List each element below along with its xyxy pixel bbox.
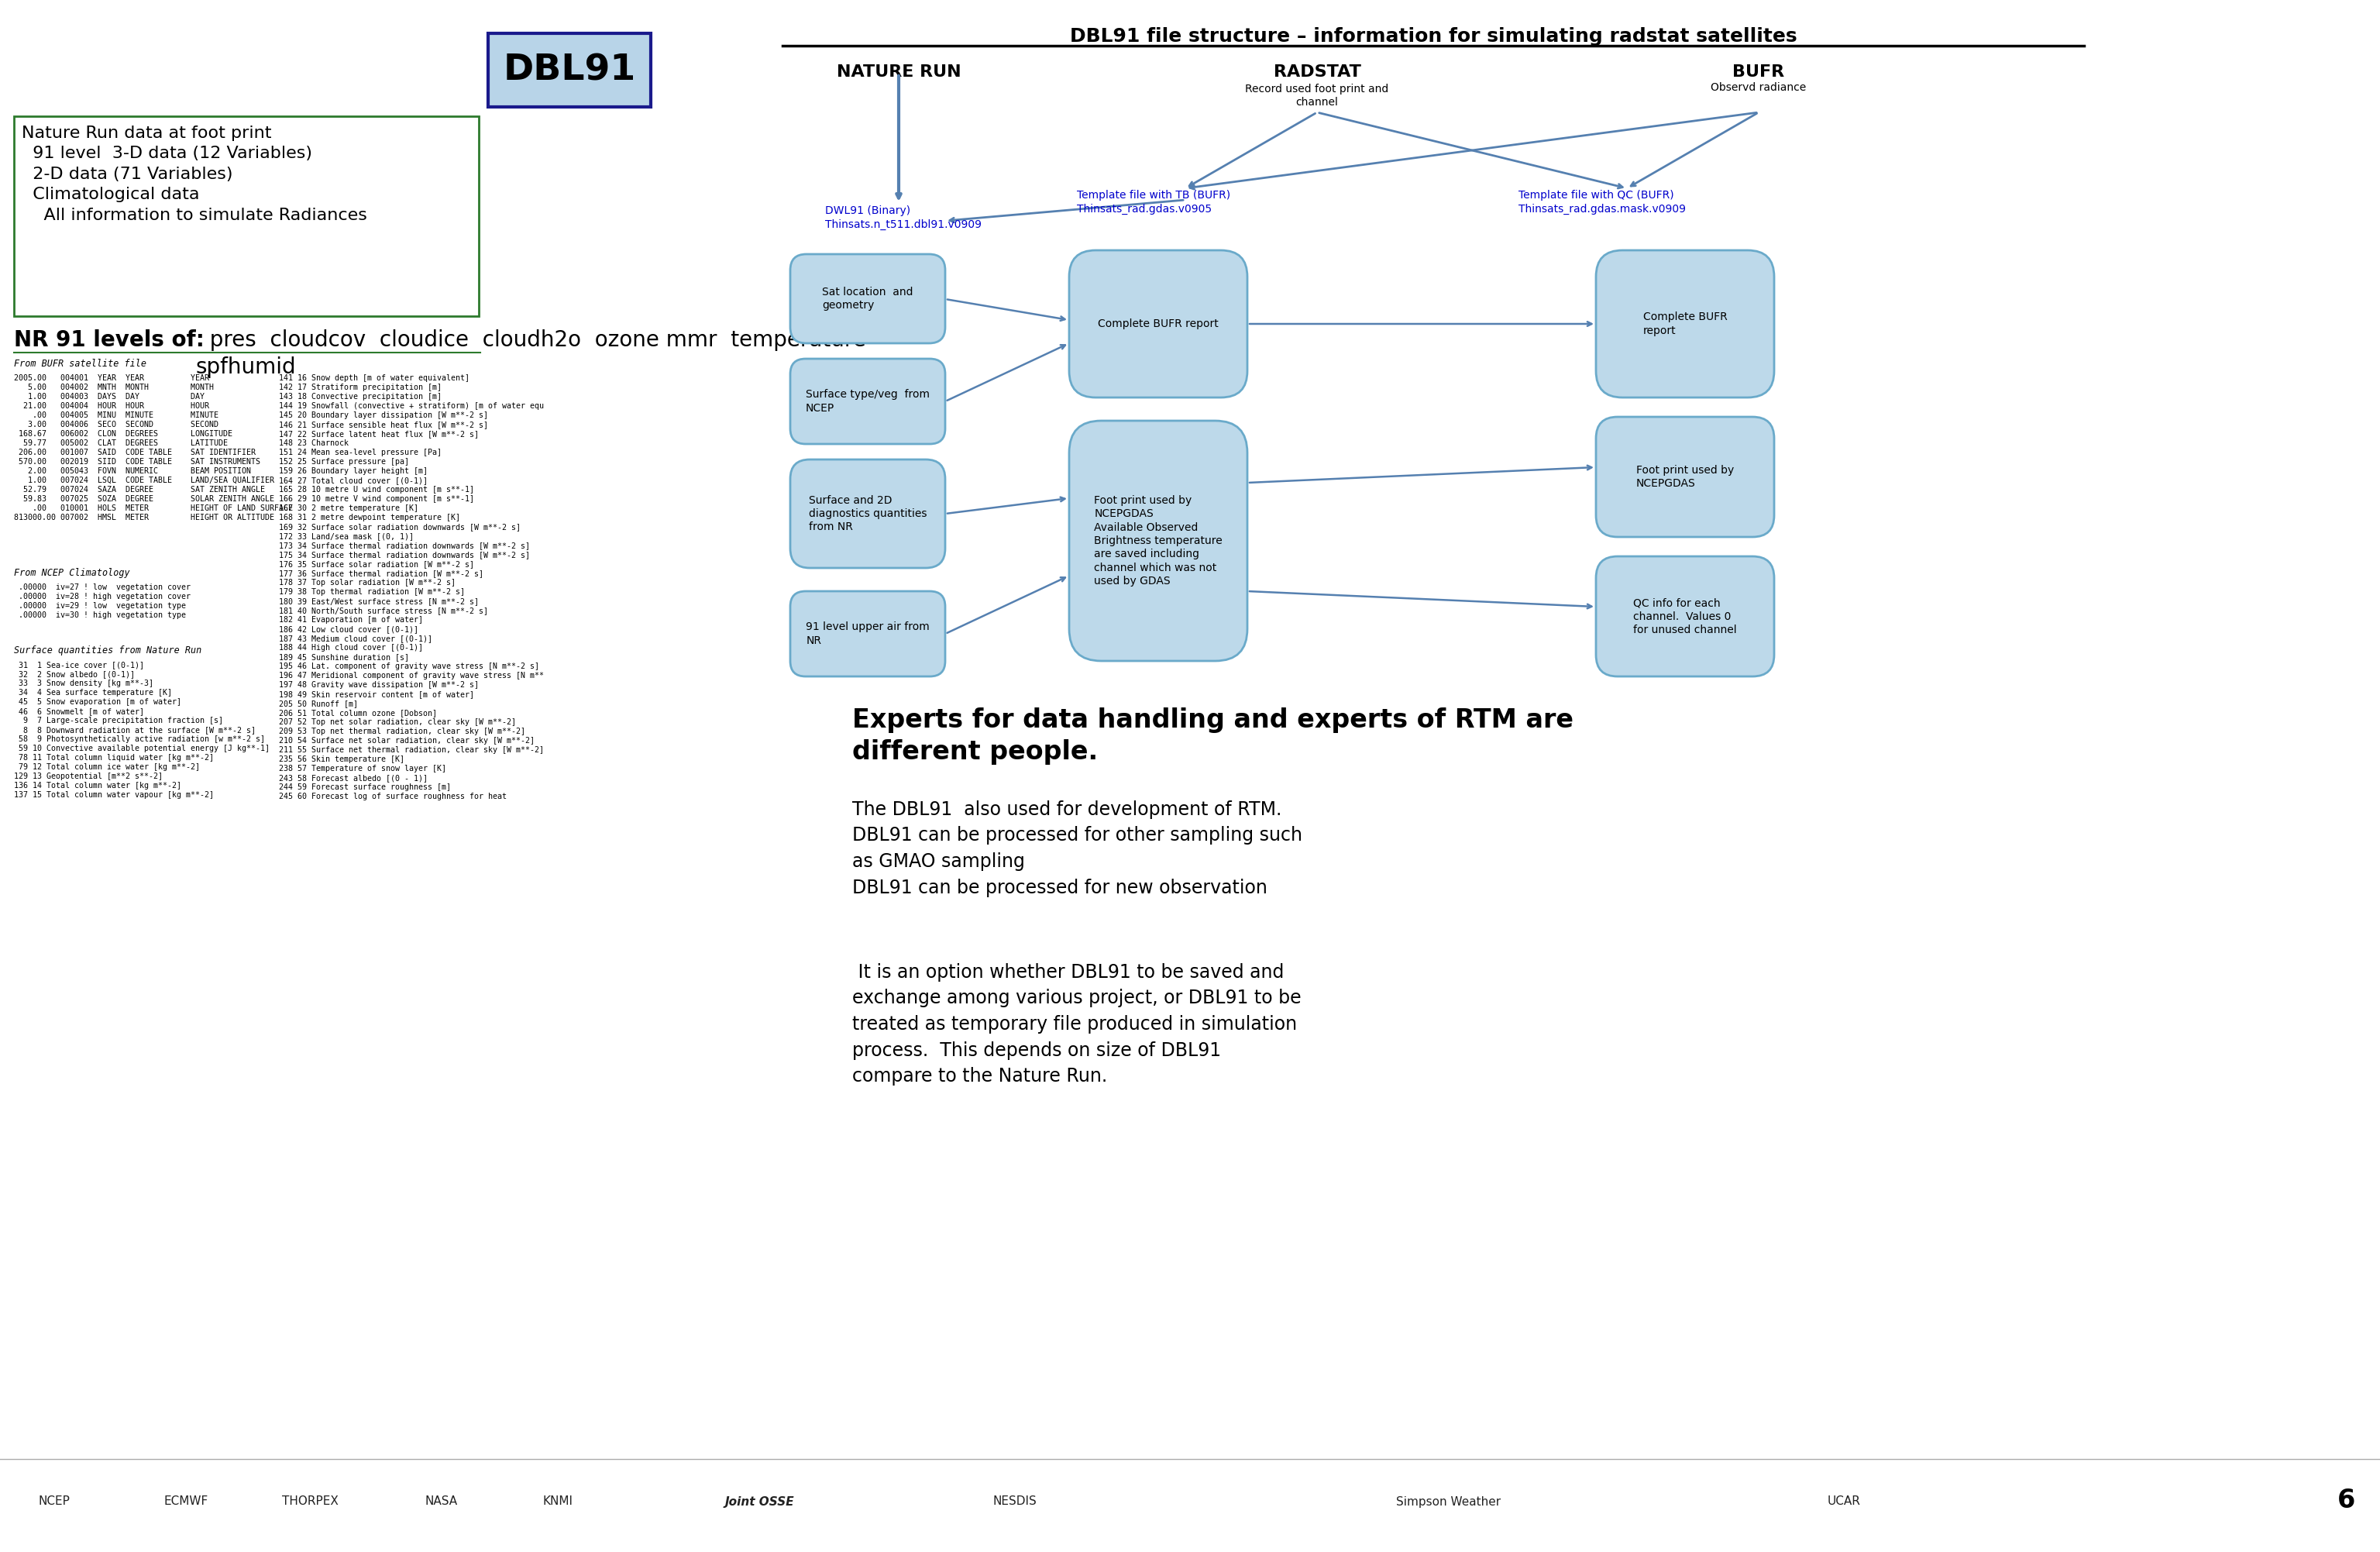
Text: Thinsats_rad.gdas.v0905: Thinsats_rad.gdas.v0905 <box>1076 203 1211 214</box>
Text: DBL91: DBL91 <box>502 53 635 87</box>
FancyBboxPatch shape <box>790 255 945 343</box>
Text: From BUFR satellite file: From BUFR satellite file <box>14 359 148 369</box>
FancyBboxPatch shape <box>1597 556 1773 677</box>
Text: NASA: NASA <box>426 1496 457 1507</box>
Text: Thinsats_rad.gdas.mask.v0909: Thinsats_rad.gdas.mask.v0909 <box>1518 203 1685 214</box>
Text: 141 16 Snow depth [m of water equivalent]
142 17 Stratiform precipitation [m]
14: 141 16 Snow depth [m of water equivalent… <box>278 374 545 801</box>
Text: Complete BUFR report: Complete BUFR report <box>1097 318 1219 329</box>
Text: 6: 6 <box>2337 1488 2356 1513</box>
Text: pres  cloudcov  cloudice  cloudh2o  ozone mmr  temperature
spfhumid: pres cloudcov cloudice cloudh2o ozone mm… <box>195 329 866 377</box>
Text: Surface and 2D
diagnostics quantities
from NR: Surface and 2D diagnostics quantities fr… <box>809 495 926 532</box>
FancyBboxPatch shape <box>488 33 650 107</box>
FancyBboxPatch shape <box>790 359 945 444</box>
FancyBboxPatch shape <box>14 116 478 317</box>
Text: KNMI: KNMI <box>543 1496 574 1507</box>
Text: Observd radiance: Observd radiance <box>1711 82 1806 93</box>
Text: THORPEX: THORPEX <box>281 1496 338 1507</box>
Text: Foot print used by
NCEPGDAS
Available Observed
Brightness temperature
are saved : Foot print used by NCEPGDAS Available Ob… <box>1095 495 1223 587</box>
Text: BUFR: BUFR <box>1733 64 1785 79</box>
Text: Sat location  and
geometry: Sat location and geometry <box>821 287 914 310</box>
Text: DBL91 file structure – information for simulating radstat satellites: DBL91 file structure – information for s… <box>1069 26 1797 45</box>
Text: 2005.00   004001  YEAR  YEAR          YEAR
   5.00   004002  MNTH  MONTH        : 2005.00 004001 YEAR YEAR YEAR 5.00 00400… <box>14 374 293 521</box>
Text: .00000  iv=27 ! low  vegetation cover
 .00000  iv=28 ! high vegetation cover
 .0: .00000 iv=27 ! low vegetation cover .000… <box>14 584 190 619</box>
Text: Foot print used by
NCEPGDAS: Foot print used by NCEPGDAS <box>1635 464 1735 489</box>
FancyBboxPatch shape <box>1069 421 1247 661</box>
Text: 31  1 Sea-ice cover [(0-1)]
 32  2 Snow albedo [(0-1)]
 33  3 Snow density [kg m: 31 1 Sea-ice cover [(0-1)] 32 2 Snow alb… <box>14 661 269 799</box>
Text: NESDIS: NESDIS <box>992 1496 1038 1507</box>
Text: DWL91 (Binary): DWL91 (Binary) <box>826 205 912 216</box>
FancyBboxPatch shape <box>790 459 945 568</box>
Text: QC info for each
channel.  Values 0
for unused channel: QC info for each channel. Values 0 for u… <box>1633 598 1737 635</box>
Text: 91 level upper air from
NR: 91 level upper air from NR <box>807 622 931 646</box>
Text: Joint OSSE: Joint OSSE <box>724 1496 795 1507</box>
Text: Template file with QC (BUFR): Template file with QC (BUFR) <box>1518 189 1673 200</box>
Text: Experts for data handling and experts of RTM are
different people.: Experts for data handling and experts of… <box>852 708 1573 765</box>
Text: NCEP: NCEP <box>38 1496 69 1507</box>
Text: Surface quantities from Nature Run: Surface quantities from Nature Run <box>14 646 202 655</box>
Text: The DBL91  also used for development of RTM.
DBL91 can be processed for other sa: The DBL91 also used for development of R… <box>852 801 1302 897</box>
Text: RADSTAT: RADSTAT <box>1273 64 1361 79</box>
Text: From NCEP Climatology: From NCEP Climatology <box>14 568 131 577</box>
FancyBboxPatch shape <box>1597 417 1773 537</box>
Text: NATURE RUN: NATURE RUN <box>835 64 962 79</box>
Text: Template file with TB (BUFR): Template file with TB (BUFR) <box>1076 189 1230 200</box>
Text: It is an option whether DBL91 to be saved and
exchange among various project, or: It is an option whether DBL91 to be save… <box>852 964 1302 1085</box>
Text: Record used foot print and
channel: Record used foot print and channel <box>1245 84 1390 109</box>
Text: ECMWF: ECMWF <box>164 1496 207 1507</box>
Text: Simpson Weather: Simpson Weather <box>1397 1496 1502 1507</box>
Text: Complete BUFR
report: Complete BUFR report <box>1642 312 1728 337</box>
Text: Surface type/veg  from
NCEP: Surface type/veg from NCEP <box>807 390 931 413</box>
Text: Thinsats.n_t511.dbl91.v0909: Thinsats.n_t511.dbl91.v0909 <box>826 219 981 230</box>
FancyBboxPatch shape <box>1069 250 1247 397</box>
FancyBboxPatch shape <box>790 591 945 677</box>
Text: UCAR: UCAR <box>1828 1496 1861 1507</box>
FancyBboxPatch shape <box>1597 250 1773 397</box>
Text: Nature Run data at foot print
  91 level  3-D data (12 Variables)
  2-D data (71: Nature Run data at foot print 91 level 3… <box>21 126 367 223</box>
Text: NR 91 levels of:: NR 91 levels of: <box>14 329 205 351</box>
